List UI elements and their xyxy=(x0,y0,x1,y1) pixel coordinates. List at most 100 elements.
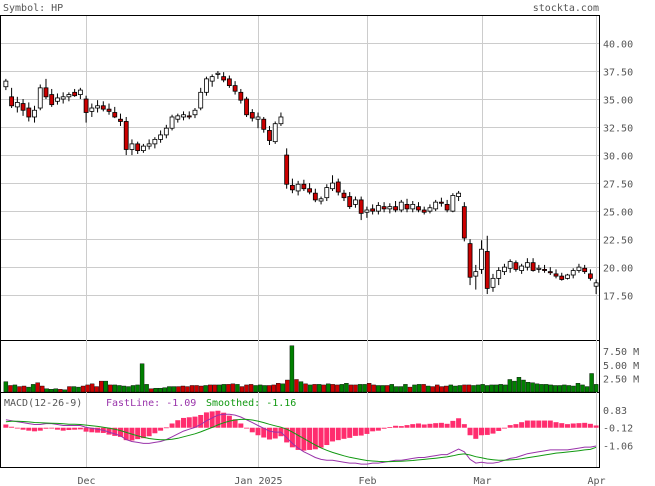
macd-histogram-bar xyxy=(501,427,507,429)
volume-bar xyxy=(589,373,594,393)
volume-bar xyxy=(435,384,440,393)
fastline-label: FastLine: -1.09 xyxy=(106,398,196,409)
volume-bar xyxy=(316,384,322,393)
volume-bar xyxy=(257,384,263,393)
candle-body xyxy=(565,274,570,279)
volume-bar xyxy=(584,386,590,393)
x-tick-label: Feb xyxy=(358,476,376,486)
macd-histogram-bar xyxy=(72,427,78,430)
macd-histogram-bar xyxy=(433,423,439,428)
volume-bar xyxy=(180,385,186,393)
candle-body xyxy=(49,94,55,106)
candle-body xyxy=(112,112,118,118)
price-tick-label: 35.00 xyxy=(603,96,633,107)
volume-bar xyxy=(35,382,40,393)
candle-body xyxy=(129,143,135,150)
macd-histogram-bar xyxy=(553,422,559,428)
volume-bar xyxy=(85,384,90,393)
price-tick-label: 25.00 xyxy=(603,208,633,219)
price-panel xyxy=(3,71,599,295)
volume-bar xyxy=(371,384,376,393)
volume-bar xyxy=(389,384,395,393)
volume-bar xyxy=(339,384,345,393)
volume-bar xyxy=(62,389,68,393)
volume-bar xyxy=(112,384,118,393)
candle-body xyxy=(301,183,307,190)
macd-histogram-bar xyxy=(9,426,15,428)
macd-histogram-bar xyxy=(20,427,26,430)
candle-body xyxy=(490,277,496,288)
candle-body xyxy=(198,91,204,109)
macd-histogram-bar xyxy=(192,416,198,428)
candle-body xyxy=(204,78,209,93)
macd-label: MACD(12-26-9) xyxy=(4,398,82,409)
candle-body xyxy=(163,127,169,136)
macd-histogram-bar xyxy=(484,427,490,435)
x-tick-label: Dec xyxy=(77,476,95,486)
candle-body xyxy=(375,205,381,212)
volume-bar xyxy=(135,384,140,393)
macd-histogram-bar xyxy=(198,414,204,428)
macd-histogram-bar xyxy=(587,423,593,428)
macd-histogram-bar xyxy=(215,410,221,428)
macd-histogram-bar xyxy=(364,427,370,434)
macd-histogram-bar xyxy=(456,418,462,428)
macd-histogram-bar xyxy=(547,420,553,428)
volume-bar xyxy=(521,379,526,393)
candle-body xyxy=(484,251,490,289)
volume-tick-label: 7.50 M xyxy=(603,347,639,358)
chart-frame xyxy=(0,15,600,468)
candle-body xyxy=(146,143,152,147)
candle-body xyxy=(547,271,553,274)
volume-bar xyxy=(525,382,531,393)
volume-bar xyxy=(439,386,444,393)
macd-histogram-bar xyxy=(381,427,387,429)
volume-bar xyxy=(176,386,181,393)
candle-body xyxy=(72,91,78,97)
macd-histogram-bar xyxy=(570,423,576,428)
volume-bar xyxy=(58,389,63,393)
macd-histogram-bar xyxy=(175,420,181,428)
candle-body xyxy=(393,206,398,211)
macd-histogram-bar xyxy=(375,427,381,431)
macd-histogram-bar xyxy=(370,427,376,432)
volume-bar xyxy=(139,363,145,393)
macd-histogram-bar xyxy=(427,423,433,428)
candle-body xyxy=(284,154,290,185)
candle-body xyxy=(77,89,83,95)
volume-bar xyxy=(39,385,45,393)
site-label: stockta.com xyxy=(533,3,599,14)
volume-bar xyxy=(8,385,13,393)
macd-histogram-bar xyxy=(312,427,318,450)
candle-body xyxy=(175,115,181,120)
macd-histogram-bar xyxy=(513,424,519,428)
volume-bar xyxy=(108,384,113,393)
macd-histogram-bar xyxy=(203,412,209,428)
candle-body xyxy=(278,116,284,125)
volume-bar xyxy=(67,386,72,393)
candle-body xyxy=(106,108,112,112)
volume-bar xyxy=(335,384,340,393)
volume-bar xyxy=(503,384,508,393)
macd-histogram-bar xyxy=(444,423,450,428)
price-tick-label: 32.50 xyxy=(603,124,633,135)
volume-bar xyxy=(194,385,199,393)
candle-body xyxy=(261,118,267,130)
candle-body xyxy=(324,187,330,199)
candle-body xyxy=(186,115,192,118)
price-tick-label: 20.00 xyxy=(603,264,633,275)
candle-body xyxy=(135,143,141,152)
candle-body xyxy=(524,262,530,268)
candle-body xyxy=(507,261,513,269)
volume-bar xyxy=(407,386,413,393)
candle-body xyxy=(530,262,536,271)
volume-bar xyxy=(276,383,281,393)
x-tick-label: Apr xyxy=(587,476,605,486)
macd-histogram-bar xyxy=(284,427,290,443)
volume-bar xyxy=(239,386,245,393)
macd-histogram-bar xyxy=(519,422,525,428)
volume-bar xyxy=(321,384,326,393)
volume-bar xyxy=(539,384,544,393)
macd-histogram-bar xyxy=(467,427,473,436)
